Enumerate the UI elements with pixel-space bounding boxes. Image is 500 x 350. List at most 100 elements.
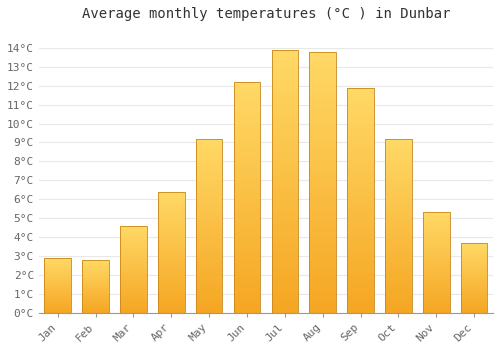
Bar [234, 244, 260, 246]
Bar [44, 290, 71, 291]
Bar [385, 219, 411, 220]
Bar [44, 258, 71, 259]
Bar [196, 226, 222, 228]
Bar [120, 310, 146, 311]
Bar [44, 294, 71, 295]
Bar [234, 296, 260, 299]
Bar [158, 274, 184, 275]
Bar [310, 229, 336, 232]
Bar [423, 243, 450, 244]
Bar [348, 155, 374, 158]
Bar [44, 264, 71, 265]
Bar [196, 278, 222, 280]
Bar [120, 286, 146, 287]
Bar [423, 299, 450, 300]
Bar [234, 225, 260, 227]
Bar [82, 295, 109, 296]
Bar [120, 230, 146, 231]
Bar [44, 283, 71, 284]
Bar [158, 203, 184, 204]
Bar [82, 283, 109, 284]
Bar [196, 142, 222, 144]
Bar [120, 245, 146, 246]
Bar [310, 255, 336, 258]
Bar [385, 174, 411, 175]
Bar [234, 299, 260, 301]
Bar [272, 263, 298, 265]
Bar [348, 306, 374, 308]
Bar [120, 270, 146, 271]
Bar [158, 207, 184, 209]
Bar [385, 144, 411, 146]
Bar [272, 237, 298, 239]
Bar [234, 135, 260, 137]
Bar [158, 257, 184, 258]
Bar [310, 96, 336, 99]
Bar [158, 261, 184, 262]
Bar [348, 299, 374, 301]
Bar [310, 156, 336, 159]
Bar [423, 266, 450, 267]
Bar [196, 271, 222, 273]
Bar [310, 122, 336, 125]
Bar [120, 274, 146, 275]
Bar [348, 250, 374, 252]
Bar [158, 217, 184, 218]
Bar [310, 208, 336, 211]
Bar [385, 307, 411, 309]
Bar [310, 133, 336, 135]
Bar [272, 255, 298, 258]
Bar [272, 118, 298, 121]
Bar [461, 305, 487, 306]
Bar [158, 308, 184, 309]
Bar [196, 168, 222, 170]
Bar [158, 233, 184, 234]
Bar [120, 228, 146, 229]
Bar [44, 278, 71, 279]
Bar [272, 250, 298, 252]
Bar [234, 172, 260, 174]
Bar [44, 312, 71, 313]
Bar [461, 301, 487, 302]
Bar [196, 288, 222, 290]
Bar [272, 302, 298, 305]
Bar [272, 142, 298, 145]
Bar [385, 309, 411, 311]
Bar [120, 238, 146, 239]
Bar [44, 276, 71, 277]
Bar [120, 243, 146, 244]
Bar [272, 210, 298, 213]
Bar [120, 294, 146, 295]
Bar [385, 210, 411, 212]
Bar [423, 300, 450, 301]
Bar [120, 269, 146, 270]
Bar [385, 257, 411, 259]
Bar [82, 274, 109, 275]
Bar [310, 226, 336, 229]
Bar [310, 198, 336, 201]
Bar [385, 142, 411, 144]
Bar [120, 295, 146, 296]
Bar [461, 296, 487, 297]
Bar [82, 298, 109, 299]
Bar [272, 129, 298, 131]
Bar [272, 126, 298, 129]
Bar [310, 206, 336, 208]
Bar [120, 229, 146, 230]
Bar [461, 298, 487, 299]
Bar [310, 114, 336, 117]
Bar [348, 198, 374, 200]
Bar [234, 285, 260, 287]
Bar [234, 248, 260, 250]
Bar [461, 261, 487, 262]
Bar [234, 96, 260, 98]
Bar [196, 238, 222, 240]
Bar [196, 154, 222, 156]
Bar [120, 253, 146, 254]
Bar [82, 300, 109, 301]
Bar [44, 262, 71, 263]
Bar [82, 297, 109, 298]
Bar [423, 220, 450, 222]
Bar [272, 218, 298, 220]
Bar [461, 290, 487, 291]
